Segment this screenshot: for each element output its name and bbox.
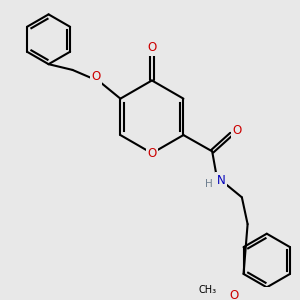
Text: O: O: [232, 124, 242, 137]
Text: O: O: [147, 41, 157, 54]
Text: O: O: [230, 289, 239, 300]
Text: N: N: [216, 174, 225, 187]
Text: CH₃: CH₃: [199, 285, 217, 295]
Text: H: H: [206, 179, 213, 189]
Text: O: O: [92, 70, 101, 83]
Text: O: O: [147, 147, 157, 160]
